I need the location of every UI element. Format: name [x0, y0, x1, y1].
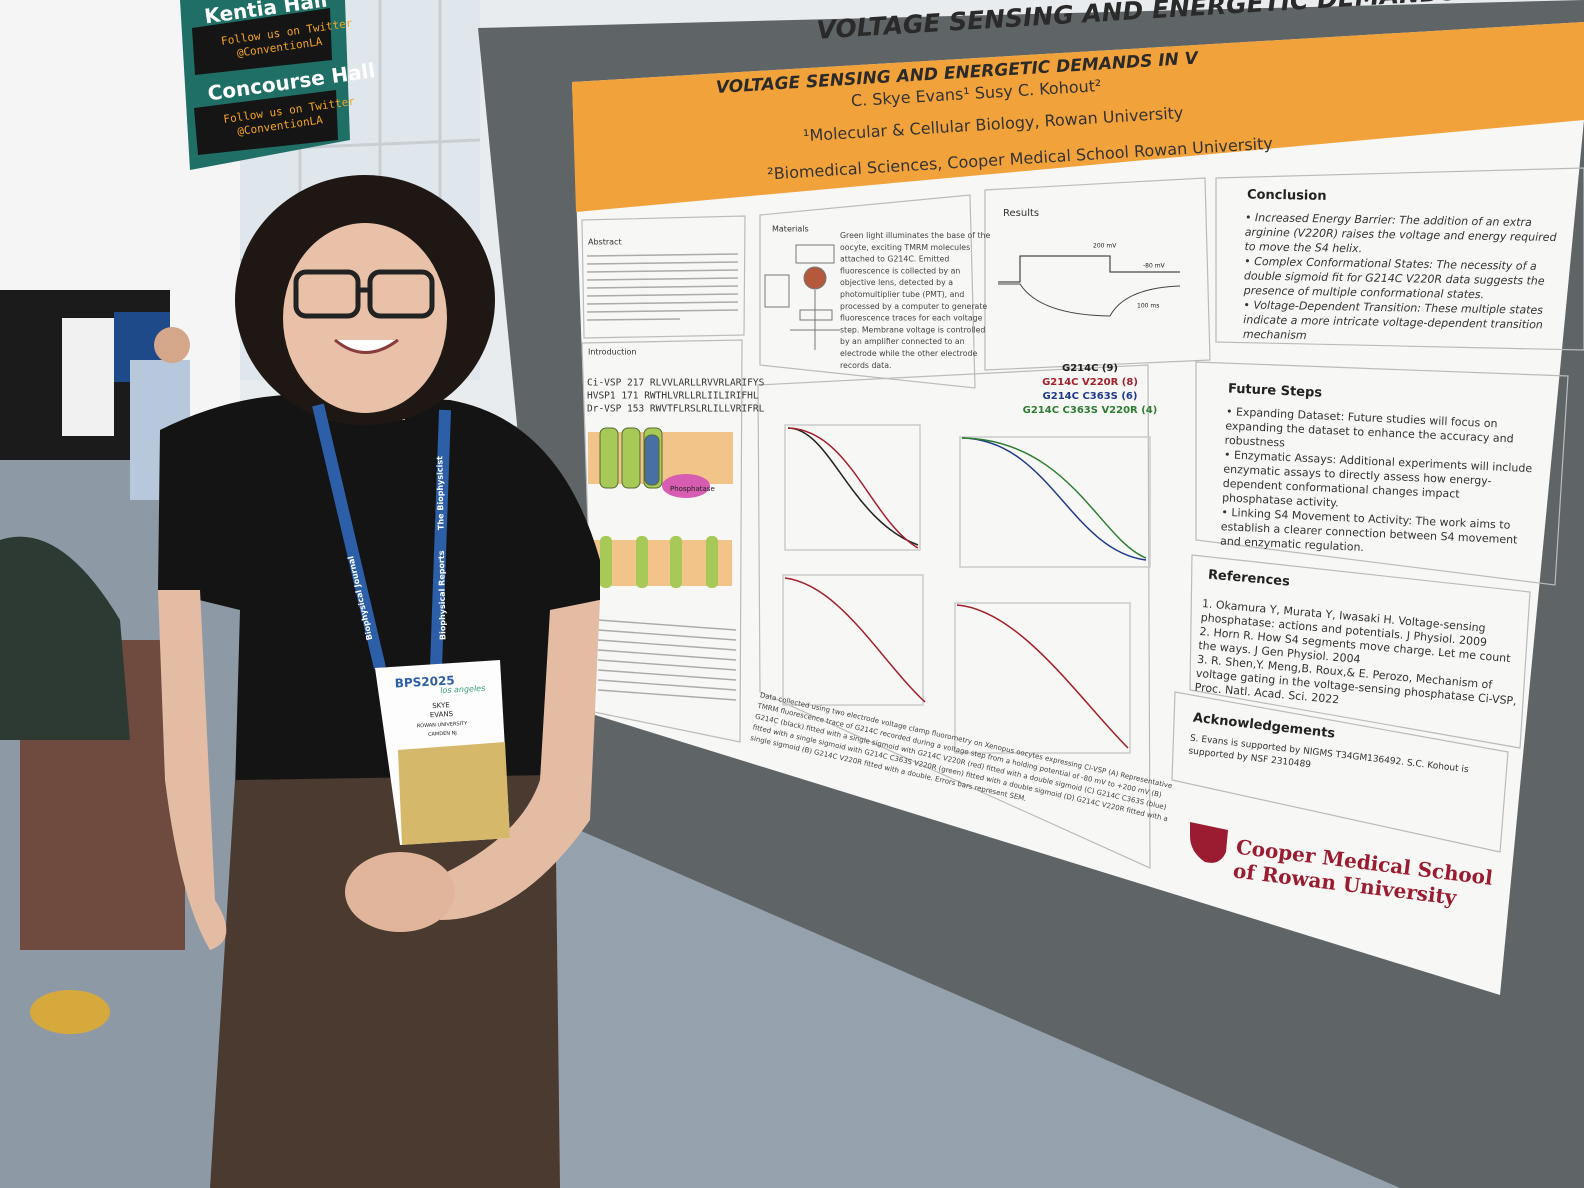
materials-text: processed by a computer to generate: [840, 302, 987, 311]
smile: [334, 338, 399, 354]
badge-place: CAMDEN NJ: [428, 730, 457, 737]
materials-text: fluorescence is collected by an: [840, 266, 960, 275]
conclusion-line: • Voltage-Dependent Transition: These mu…: [1243, 299, 1543, 317]
sign-ticker: [192, 8, 332, 75]
legend-entry: G214C (9): [1062, 363, 1118, 374]
fluorescence-trace: [998, 283, 1181, 317]
section-heading: Results: [1003, 208, 1039, 219]
trace-label: -80 mV: [1143, 263, 1166, 270]
materials-text: electrode while the other electrode: [840, 349, 977, 358]
materials-text: photomultiplier tube (PMT), and: [840, 290, 964, 299]
glasses: [293, 269, 435, 319]
poster: [572, 22, 1584, 995]
materials-text: Green light illuminates the base of the: [840, 231, 990, 240]
bag: [0, 536, 130, 740]
diagram-label: Phosphatase: [670, 485, 715, 493]
materials-text: step. Membrane voltage is controlled: [840, 325, 985, 334]
badge-name: SKYE: [432, 701, 450, 710]
conclusion-line: to move the S4 helix.: [1244, 240, 1362, 255]
lanyard-text: The Biophysicist: [435, 456, 445, 530]
sequence: HVSP1 171 RWTHLVRLLRLIILIRIFHL: [587, 391, 759, 402]
floor-marker: [30, 990, 110, 1034]
attendee-head: [154, 327, 190, 363]
trace-label: 200 mV: [1093, 243, 1117, 250]
legend-entry: G214C V220R (8): [1042, 377, 1138, 388]
plots: [782, 424, 1151, 754]
conclusion-line: double sigmoid fit for G214C V220R data …: [1244, 269, 1545, 287]
conclusion-line: • Complex Conformational States: The nec…: [1244, 255, 1537, 273]
intro-text: [597, 619, 737, 701]
materials-text: records data.: [840, 361, 892, 370]
materials-text: by an amplifier connected to an: [840, 337, 965, 346]
text-group: Abstract Introduction Materials Results Phos…: [588, 208, 1166, 493]
lanyard-text: Biophysical Reports: [437, 550, 448, 640]
conclusion-line: arginine (V220R) raises the voltage and …: [1245, 226, 1558, 244]
badge-org: ROWAN UNIVERSITY: [417, 721, 469, 730]
phosphatase: [662, 474, 710, 498]
section-heading: Conclusion: [1247, 188, 1327, 204]
voltage-step: [998, 255, 1180, 283]
text-group: Future Steps: [1228, 382, 1323, 401]
lanyard: [430, 409, 451, 669]
materials-text: oocyte, exciting TMRM molecules: [840, 243, 970, 252]
materials-text: fluorescence traces for each voltage: [840, 314, 983, 323]
arm: [158, 590, 227, 950]
section-heading: Abstract: [588, 238, 622, 247]
badge-event: BPS2025: [394, 673, 455, 690]
helices: [600, 536, 718, 588]
setup-schematic: [764, 244, 840, 350]
abstract-text: [586, 253, 739, 321]
lanyard: [312, 403, 386, 670]
sequence: Ci-VSP 217 RLVVLARLLRVVRLARIFYS: [587, 378, 765, 389]
section-heading: References: [1207, 568, 1290, 590]
helices: [599, 427, 663, 489]
conclusion-line: mechanism: [1243, 328, 1307, 342]
trace-label: 100 ms: [1137, 303, 1159, 310]
future-steps-line: phosphatase activity.: [1222, 491, 1339, 509]
conclusion-line: presence of multiple conformational stat…: [1243, 284, 1485, 301]
legend-entry: G214C C363S V220R (4): [1023, 405, 1158, 416]
text-group: Green light illuminates the base of the o…: [840, 231, 990, 370]
arm: [430, 600, 600, 920]
materials-text: attached to G214C. Emitted: [840, 255, 949, 264]
legend-entry: G214C C363S (6): [1043, 391, 1138, 402]
sequence: Dr-VSP 153 RWVTFLRSLRLILLVRIFRL: [587, 404, 765, 415]
section-heading: Introduction: [588, 348, 636, 357]
text-group: Ci-VSP 217 RLVVLARLLRVVRLARIFYS HVSP1 171…: [587, 378, 765, 415]
badge-ribbons: [398, 742, 510, 845]
text-group: Conclusion: [1247, 188, 1327, 204]
text-group: • Increased Energy Barrier: The addition…: [1243, 211, 1558, 342]
materials-text: objective lens, detected by a: [840, 278, 953, 287]
badge-city: los angeles: [440, 684, 486, 695]
text-group: • Expanding Dataset: Future studies will…: [1220, 405, 1533, 554]
booth-sign: [62, 318, 114, 436]
section-heading: Materials: [772, 225, 809, 234]
logo-shield: [1190, 822, 1228, 863]
conclusion-line: • Increased Energy Barrier: The addition…: [1245, 211, 1532, 229]
text-group: Biophysical Reports The Biophysicist: [435, 456, 447, 640]
hands: [345, 852, 455, 932]
poster-panels: [581, 167, 1584, 869]
text-group: References: [1207, 568, 1290, 590]
conclusion-line: indicate a more intricate voltage-depend…: [1243, 313, 1543, 331]
poster-banner: [572, 22, 1584, 212]
future-steps-line: robustness: [1224, 434, 1285, 450]
badge-name: EVANS: [430, 710, 454, 719]
sign-ticker: [194, 90, 338, 155]
section-heading: Future Steps: [1228, 382, 1323, 401]
